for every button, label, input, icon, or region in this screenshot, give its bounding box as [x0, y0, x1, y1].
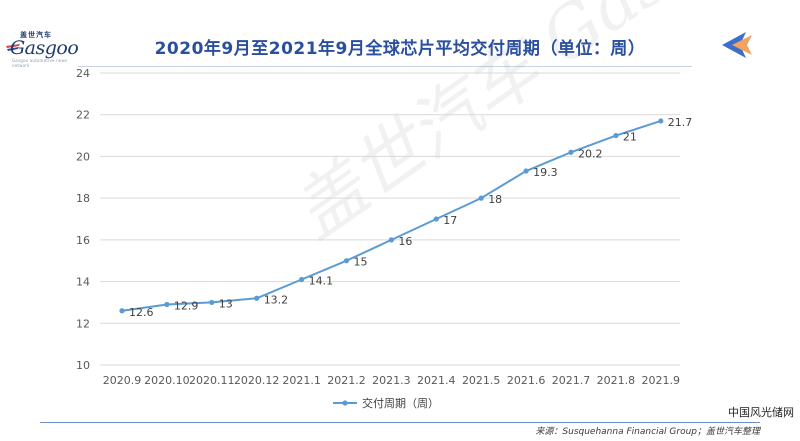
logo-text-cn: 盖世汽车: [20, 31, 52, 39]
data-label: 12.9: [174, 300, 199, 313]
y-tick-label: 12: [76, 317, 90, 330]
chart-title: 2020年9月至2021年9月全球芯片平均交付周期（单位：周）: [154, 39, 646, 59]
x-tick-label: 2020.9: [103, 374, 142, 387]
legend-marker-swatch: [342, 400, 348, 406]
corner-arrow-icon: [722, 32, 752, 58]
data-label: 19.3: [533, 166, 558, 179]
gasgoo-logo: 盖世汽车 Gasgoo Gasgoo automotive news netwo…: [6, 30, 79, 68]
y-tick-label: 16: [76, 234, 90, 247]
x-axis-ticks: 2020.9 2020.10 2020.11 2020.12 2021.1 2021.2 2…: [103, 374, 680, 387]
data-point: [209, 299, 215, 306]
legend: 交付周期（周）: [333, 396, 439, 410]
data-labels: 12.6 12.9 13 13.2 14.1 15 16 17 18 19.3 20.2 21 21.7: [129, 116, 692, 319]
footer-divider: [40, 422, 760, 423]
x-tick-label: 2020.12: [234, 374, 280, 387]
data-point: [343, 258, 350, 264]
data-point: [478, 195, 484, 201]
data-label: 17: [443, 214, 457, 227]
data-point: [388, 237, 394, 243]
x-tick-label: 2020.10: [144, 374, 190, 387]
data-point: [613, 132, 619, 139]
x-tick-label: 2021.7: [552, 374, 591, 387]
data-point: [523, 168, 529, 174]
y-axis-ticks: 10 12 14 16 18 20 22 24: [76, 67, 90, 372]
x-tick-label: 2021.9: [642, 374, 681, 387]
logo-subtext: Gasgoo automotive news network: [12, 58, 68, 68]
x-tick-label: 2021.6: [507, 374, 546, 387]
data-label: 16: [398, 235, 412, 248]
data-point: [254, 295, 260, 301]
data-label: 15: [354, 256, 368, 269]
y-tick-label: 20: [76, 150, 90, 163]
source-note: 来源：Susquehanna Financial Group；盖世汽车整理: [535, 427, 760, 437]
logo-text-en: Gasgoo: [10, 37, 79, 59]
data-label: 13: [219, 297, 233, 310]
legend-label: 交付周期（周）: [362, 396, 439, 410]
y-tick-label: 14: [76, 276, 90, 289]
site-watermark: 中国风光储网: [728, 406, 794, 419]
x-tick-label: 2021.5: [462, 374, 501, 387]
y-tick-label: 22: [76, 109, 90, 122]
data-point: [119, 308, 125, 314]
x-tick-label: 2021.8: [597, 374, 636, 387]
series-points: [119, 118, 664, 314]
data-label: 20.2: [578, 147, 603, 160]
data-point: [568, 149, 574, 155]
data-point: [164, 301, 170, 308]
y-tick-label: 24: [76, 67, 90, 80]
x-tick-label: 2021.3: [372, 374, 411, 387]
logo-swoosh-icon: [6, 44, 20, 51]
data-label: 21: [623, 131, 637, 144]
data-point: [658, 118, 664, 124]
title-divider: [78, 66, 692, 67]
data-point: [299, 276, 305, 283]
data-point: [433, 216, 439, 222]
data-label: 14.1: [309, 274, 334, 287]
x-tick-label: 2021.4: [417, 374, 456, 387]
x-tick-label: 2020.11: [189, 374, 235, 387]
data-label: 18: [488, 193, 502, 206]
y-tick-label: 10: [76, 359, 90, 372]
y-tick-label: 18: [76, 192, 90, 205]
x-tick-label: 2021.1: [282, 374, 321, 387]
data-label: 13.2: [264, 293, 289, 306]
data-label: 21.7: [668, 116, 693, 129]
data-label: 12.6: [129, 306, 154, 319]
grid-lines: [100, 72, 680, 366]
x-tick-label: 2021.2: [327, 374, 366, 387]
